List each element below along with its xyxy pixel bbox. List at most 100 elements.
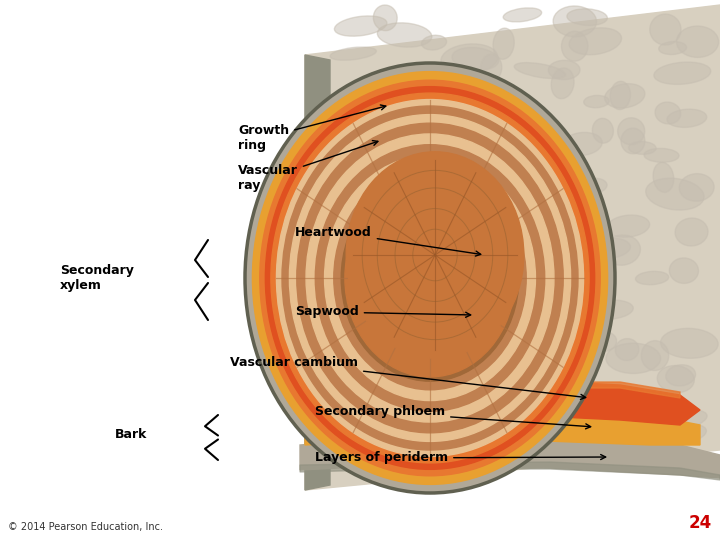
Ellipse shape (426, 166, 480, 185)
Ellipse shape (454, 124, 508, 142)
Ellipse shape (380, 386, 433, 417)
Ellipse shape (491, 422, 531, 441)
Ellipse shape (276, 99, 583, 456)
Ellipse shape (342, 201, 384, 219)
Ellipse shape (621, 128, 645, 154)
Ellipse shape (518, 329, 547, 353)
Ellipse shape (560, 350, 602, 373)
Ellipse shape (374, 5, 397, 31)
Ellipse shape (538, 164, 575, 194)
Ellipse shape (484, 96, 508, 115)
Ellipse shape (659, 42, 687, 55)
Text: Secondary phloem: Secondary phloem (315, 406, 590, 429)
Ellipse shape (441, 44, 498, 73)
Ellipse shape (394, 131, 435, 151)
Ellipse shape (508, 203, 536, 224)
Text: Bark: Bark (115, 429, 148, 442)
Ellipse shape (629, 141, 656, 154)
Ellipse shape (325, 156, 536, 401)
Ellipse shape (271, 93, 589, 463)
Polygon shape (310, 382, 680, 398)
Ellipse shape (378, 330, 422, 345)
Polygon shape (305, 410, 700, 445)
Ellipse shape (462, 245, 485, 276)
Ellipse shape (366, 277, 416, 301)
Ellipse shape (644, 148, 679, 163)
Ellipse shape (616, 339, 639, 361)
Ellipse shape (245, 63, 615, 493)
Ellipse shape (580, 178, 607, 193)
Ellipse shape (675, 218, 708, 246)
Ellipse shape (423, 65, 480, 93)
Ellipse shape (605, 428, 665, 452)
Ellipse shape (410, 291, 460, 308)
Ellipse shape (413, 178, 462, 195)
Ellipse shape (562, 132, 602, 156)
Ellipse shape (636, 271, 669, 285)
Ellipse shape (366, 305, 417, 328)
Text: © 2014 Pearson Education, Inc.: © 2014 Pearson Education, Inc. (8, 522, 163, 532)
Polygon shape (310, 380, 700, 425)
Text: Vascular
ray: Vascular ray (238, 140, 378, 192)
Ellipse shape (493, 28, 514, 59)
Ellipse shape (472, 356, 527, 368)
Ellipse shape (649, 14, 681, 45)
Ellipse shape (585, 300, 634, 320)
Ellipse shape (594, 332, 616, 351)
Text: 24: 24 (689, 514, 712, 532)
Ellipse shape (552, 424, 578, 447)
Polygon shape (300, 440, 720, 478)
Ellipse shape (584, 96, 609, 108)
Ellipse shape (297, 123, 563, 433)
Ellipse shape (554, 273, 577, 293)
Ellipse shape (514, 63, 566, 79)
Ellipse shape (319, 149, 541, 407)
Ellipse shape (272, 94, 588, 462)
Ellipse shape (253, 72, 608, 484)
Ellipse shape (289, 114, 571, 441)
Ellipse shape (341, 367, 388, 389)
Ellipse shape (490, 123, 523, 149)
Ellipse shape (276, 99, 583, 456)
Ellipse shape (553, 6, 597, 37)
Ellipse shape (503, 370, 549, 387)
Ellipse shape (618, 118, 645, 145)
Ellipse shape (519, 308, 565, 327)
Ellipse shape (377, 23, 432, 47)
Ellipse shape (552, 297, 590, 321)
Text: Layers of periderm: Layers of periderm (315, 451, 606, 464)
Text: Sapwood: Sapwood (295, 306, 471, 319)
Ellipse shape (549, 60, 580, 79)
Ellipse shape (346, 152, 523, 358)
Ellipse shape (433, 407, 491, 430)
Ellipse shape (441, 309, 487, 339)
Ellipse shape (569, 28, 621, 55)
Ellipse shape (456, 270, 501, 294)
Ellipse shape (451, 359, 472, 387)
Ellipse shape (677, 26, 719, 57)
Ellipse shape (421, 35, 446, 50)
Ellipse shape (552, 68, 574, 99)
Ellipse shape (670, 258, 698, 284)
Ellipse shape (286, 110, 575, 446)
Ellipse shape (304, 132, 556, 424)
Ellipse shape (439, 223, 487, 244)
Ellipse shape (444, 307, 500, 337)
Ellipse shape (568, 245, 592, 264)
Ellipse shape (642, 341, 669, 370)
Ellipse shape (345, 179, 515, 377)
Ellipse shape (395, 208, 475, 301)
Ellipse shape (481, 54, 502, 81)
Ellipse shape (282, 106, 578, 450)
Polygon shape (305, 5, 720, 490)
Polygon shape (435, 152, 523, 295)
Ellipse shape (245, 63, 615, 493)
Ellipse shape (334, 166, 526, 390)
Ellipse shape (521, 401, 569, 424)
Ellipse shape (586, 238, 631, 259)
Polygon shape (305, 55, 330, 490)
Ellipse shape (347, 226, 389, 251)
Ellipse shape (343, 412, 365, 442)
Ellipse shape (660, 328, 718, 358)
Ellipse shape (330, 47, 377, 60)
